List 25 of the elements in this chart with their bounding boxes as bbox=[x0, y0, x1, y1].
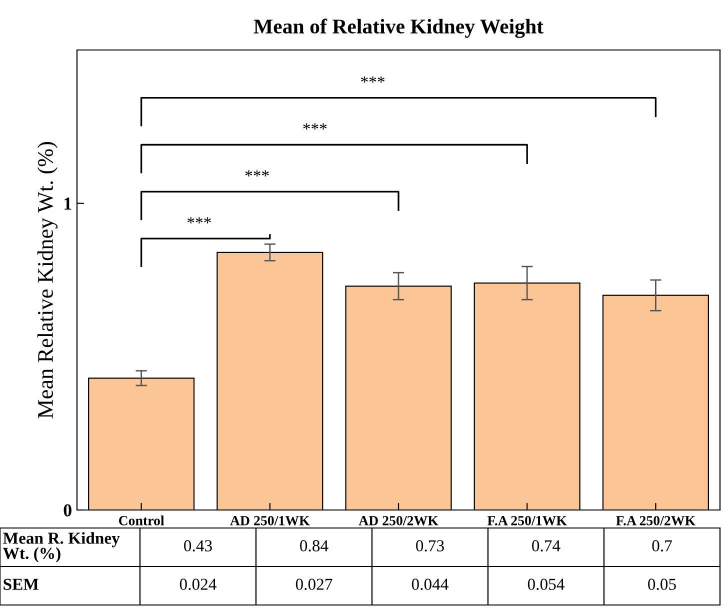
text: 0.05 bbox=[648, 578, 676, 590]
data-label: 0.7 bbox=[652, 540, 672, 552]
text: 0.044 bbox=[412, 578, 448, 590]
x-tick-label: Control bbox=[118, 516, 164, 526]
text: SEM bbox=[4, 578, 38, 590]
annotation: *** bbox=[187, 217, 211, 224]
annotation: *** bbox=[303, 123, 327, 130]
chart-title: Mean of Relative Kidney Weight bbox=[254, 18, 544, 38]
y-tick-label: 0 bbox=[64, 504, 72, 516]
text: 0.054 bbox=[528, 578, 564, 590]
y-axis-title: Mean Relative Kidney Wt. (%) bbox=[37, 142, 58, 418]
annotation: *** bbox=[245, 170, 269, 176]
y-tick-label: 1 bbox=[64, 198, 72, 210]
text: 0.024 bbox=[180, 578, 216, 590]
annotation: *** bbox=[361, 76, 384, 83]
text: Mean R. Kidney Wt. (%) bbox=[3, 532, 120, 562]
x-tick-label: AD 250/1WK bbox=[230, 516, 310, 526]
data-label: 0.43 bbox=[184, 540, 212, 552]
x-tick-label: F.A 250/2WK bbox=[616, 516, 696, 526]
data-label: 0.84 bbox=[300, 540, 328, 552]
x-tick-label: AD 250/2WK bbox=[358, 516, 438, 526]
data-label: 0.73 bbox=[416, 540, 444, 552]
x-tick-label: F.A 250/1WK bbox=[487, 516, 567, 526]
data-label: 0.74 bbox=[532, 540, 560, 552]
text: 0.027 bbox=[296, 578, 332, 590]
